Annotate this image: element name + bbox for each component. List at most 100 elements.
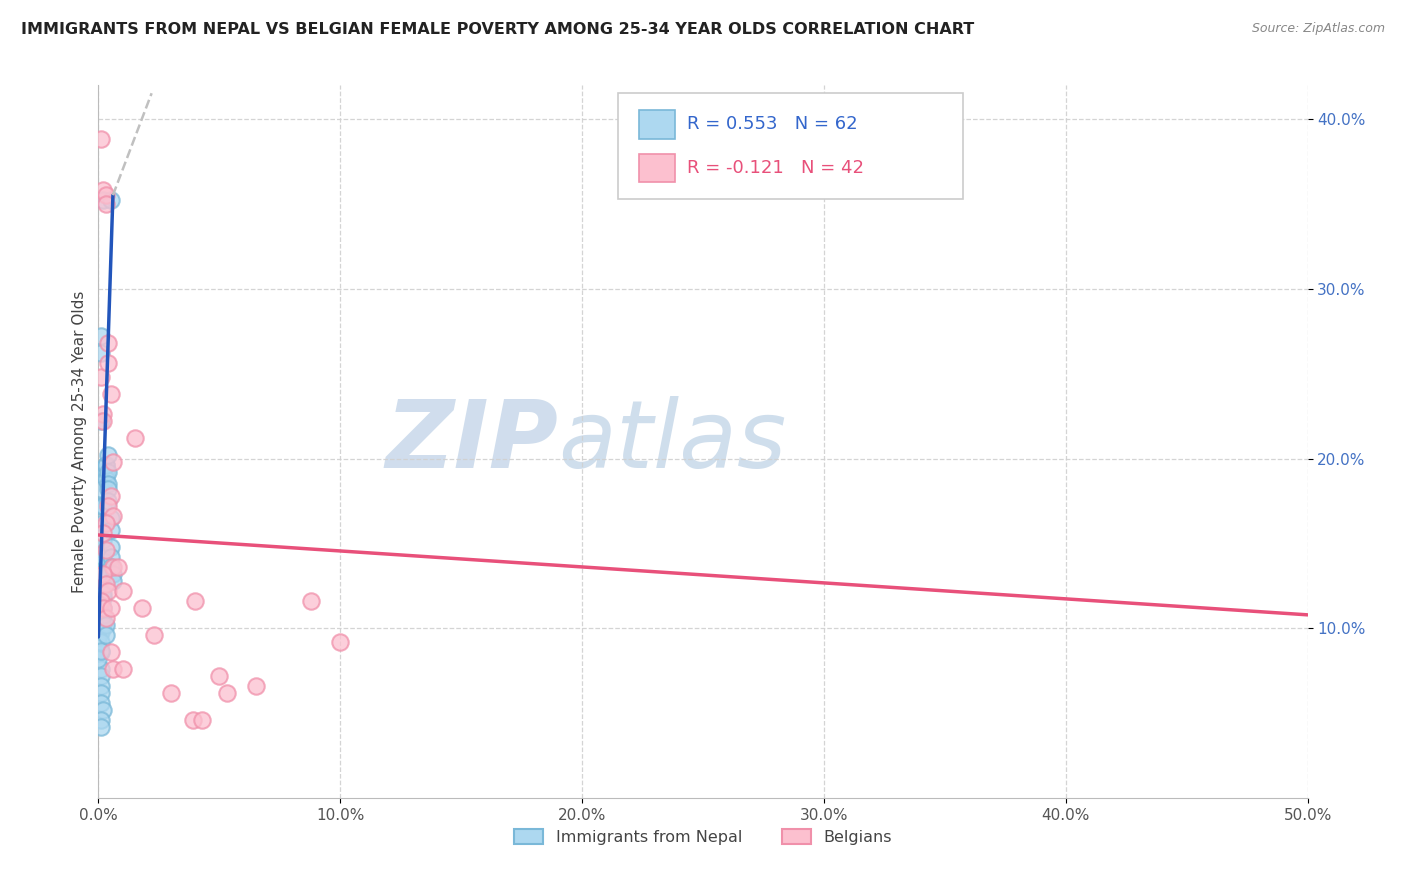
Point: [100, 601, 122, 615]
Point: [90, 594, 112, 608]
Point: [90, 604, 112, 618]
Text: ZIP: ZIP: [385, 395, 558, 488]
Point: [101, 574, 124, 588]
Point: [97, 448, 120, 462]
Point: [91, 567, 114, 582]
Point: [87, 635, 110, 649]
Point: [299, 594, 322, 608]
Text: atlas: atlas: [558, 396, 786, 487]
Point: [87, 652, 110, 666]
Point: [91, 601, 114, 615]
Point: [90, 557, 112, 571]
Point: [91, 591, 114, 605]
Point: [87, 604, 110, 618]
Point: [181, 713, 204, 727]
Y-axis label: Female Poverty Among 25-34 Year Olds: Female Poverty Among 25-34 Year Olds: [72, 291, 87, 592]
Point: [87, 567, 110, 582]
Point: [160, 686, 183, 700]
Point: [91, 550, 114, 565]
Point: [90, 696, 112, 710]
Point: [100, 489, 122, 503]
Point: [94, 611, 117, 625]
Text: IMMIGRANTS FROM NEPAL VS BELGIAN FEMALE POVERTY AMONG 25-34 YEAR OLDS CORRELATIO: IMMIGRANTS FROM NEPAL VS BELGIAN FEMALE …: [21, 22, 974, 37]
Point: [101, 509, 124, 524]
Text: R = -0.121   N = 42: R = -0.121 N = 42: [688, 159, 865, 177]
Point: [124, 431, 146, 445]
Point: [90, 570, 112, 584]
Point: [97, 477, 120, 491]
FancyBboxPatch shape: [619, 94, 963, 199]
Point: [215, 686, 238, 700]
Point: [101, 567, 124, 582]
Point: [90, 645, 112, 659]
Point: [87, 596, 110, 610]
Legend: Immigrants from Nepal, Belgians: Immigrants from Nepal, Belgians: [508, 822, 898, 851]
Point: [100, 560, 122, 574]
Point: [91, 587, 114, 601]
FancyBboxPatch shape: [638, 153, 675, 182]
Point: [94, 196, 117, 211]
Point: [90, 720, 112, 734]
Point: [90, 329, 112, 343]
Point: [90, 624, 112, 639]
Text: Source: ZipAtlas.com: Source: ZipAtlas.com: [1251, 22, 1385, 36]
Point: [100, 523, 122, 537]
Point: [100, 550, 122, 565]
Point: [91, 408, 114, 422]
Point: [90, 346, 112, 360]
Point: [87, 630, 110, 644]
Point: [91, 414, 114, 428]
Point: [97, 499, 120, 513]
Point: [94, 465, 117, 479]
Point: [94, 458, 117, 473]
Point: [329, 635, 352, 649]
Point: [90, 662, 112, 676]
Point: [111, 584, 134, 599]
Point: [90, 584, 112, 599]
Point: [90, 669, 112, 683]
Point: [94, 618, 117, 632]
Point: [90, 414, 112, 428]
Point: [91, 607, 114, 622]
Point: [107, 560, 129, 574]
Point: [97, 356, 120, 370]
Point: [90, 598, 112, 612]
Point: [90, 686, 112, 700]
Point: [97, 336, 120, 351]
Point: [90, 679, 112, 693]
Point: [90, 465, 112, 479]
Point: [90, 618, 112, 632]
Point: [97, 482, 120, 496]
Point: [94, 628, 117, 642]
Point: [91, 194, 114, 208]
Point: [91, 570, 114, 584]
Point: [91, 703, 114, 717]
Point: [94, 458, 117, 473]
Point: [94, 472, 117, 486]
Point: [101, 560, 124, 574]
Point: [91, 526, 114, 541]
Point: [100, 645, 122, 659]
Point: [100, 387, 122, 401]
Point: [97, 465, 120, 479]
Point: [90, 482, 112, 496]
Point: [90, 613, 112, 627]
Point: [94, 577, 117, 591]
Point: [90, 594, 112, 608]
Point: [91, 499, 114, 513]
Point: [91, 183, 114, 197]
Point: [94, 543, 117, 558]
Point: [143, 628, 166, 642]
Point: [97, 494, 120, 508]
Point: [91, 533, 114, 547]
FancyBboxPatch shape: [638, 111, 675, 139]
Point: [100, 511, 122, 525]
Point: [90, 499, 112, 513]
Point: [90, 635, 112, 649]
Point: [191, 713, 214, 727]
Point: [101, 662, 124, 676]
Point: [90, 132, 112, 146]
Point: [91, 516, 114, 530]
Point: [131, 601, 153, 615]
Text: R = 0.553   N = 62: R = 0.553 N = 62: [688, 115, 858, 134]
